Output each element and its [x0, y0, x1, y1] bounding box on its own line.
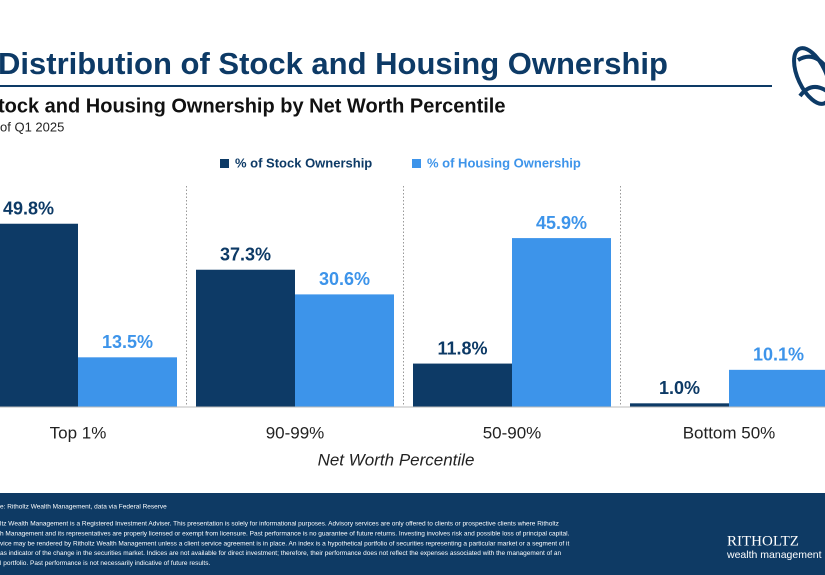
brand-sub: wealth management — [726, 549, 822, 561]
bar — [630, 403, 729, 407]
value-label: 11.8% — [437, 338, 487, 358]
brand: RITHOLTZ — [727, 533, 799, 549]
value-label: 30.6% — [319, 269, 370, 289]
source: e: Ritholtz Wealth Management, data via … — [0, 504, 167, 511]
value-label: 49.8% — [3, 198, 54, 218]
subtitle: tock and Housing Ownership by Net Worth … — [0, 95, 505, 117]
bar — [196, 269, 295, 407]
footer-band — [0, 493, 825, 575]
x-tick-label: Top 1% — [50, 423, 107, 442]
legend-swatch — [412, 159, 421, 168]
disclaimer-line: as indicator of the change in the securi… — [0, 550, 561, 557]
disclaimer-line: h Management and its representatives are… — [0, 531, 570, 538]
value-label: 45.9% — [536, 213, 587, 233]
bar — [0, 223, 78, 407]
legend-swatch — [220, 159, 229, 168]
x-axis-title: Net Worth Percentile — [318, 450, 475, 469]
note: of Q1 2025 — [0, 119, 64, 134]
value-label: 37.3% — [220, 244, 271, 264]
legend-label: % of Housing Ownership — [427, 155, 581, 170]
legend-label: % of Stock Ownership — [235, 155, 372, 170]
value-label: 13.5% — [102, 332, 153, 352]
value-label: 10.1% — [753, 345, 804, 365]
bar — [729, 369, 825, 407]
logo — [792, 46, 825, 106]
x-tick-label: Bottom 50% — [683, 423, 776, 442]
x-tick-label: 90-99% — [266, 423, 325, 442]
disclaimer-line: vice may be rendered by Ritholtz Wealth … — [0, 540, 569, 547]
bar — [512, 238, 611, 407]
x-tick-label: 50-90% — [483, 423, 542, 442]
title: Distribution of Stock and Housing Owners… — [0, 46, 668, 81]
disclaimer-line: ltz Wealth Management is a Registered In… — [0, 521, 559, 528]
bar — [295, 294, 394, 407]
bar — [413, 363, 512, 407]
value-label: 1.0% — [659, 378, 700, 398]
bar — [78, 357, 177, 407]
disclaimer-line: l portfolio. Past performance is not nec… — [0, 560, 210, 567]
